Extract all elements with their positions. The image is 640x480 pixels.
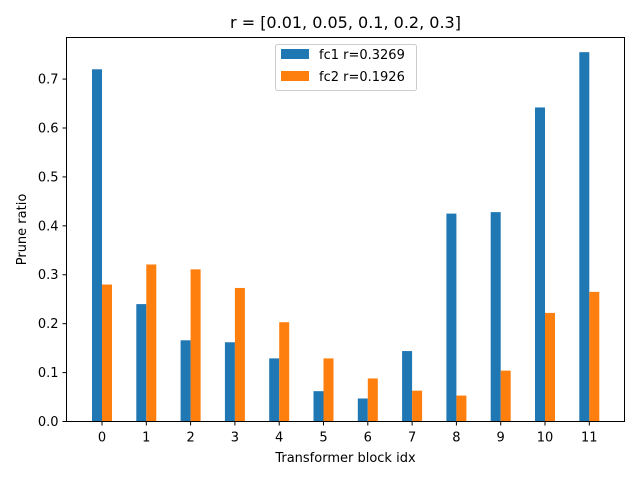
bar-fc2-5	[323, 358, 334, 422]
y-tick-label-0.1: 0.1	[38, 366, 59, 381]
bar-fc1-6	[357, 398, 368, 422]
x-tick-label-6: 6	[364, 431, 372, 446]
bar-fc1-5	[313, 391, 324, 422]
bar-fc1-10	[535, 107, 545, 422]
legend-swatch-fc2	[281, 71, 309, 81]
bar-fc1-4	[269, 358, 280, 422]
chart-title: r = [0.01, 0.05, 0.1, 0.2, 0.3]	[230, 13, 461, 32]
x-tick-label-7: 7	[408, 431, 416, 446]
bar-fc2-11	[589, 291, 600, 422]
legend: fc1 r=0.3269 fc2 r=0.1926	[275, 44, 417, 91]
bar-fc2-1	[146, 264, 157, 422]
legend-swatch-fc1	[281, 49, 309, 59]
bar-fc1-7	[402, 351, 413, 422]
y-tick-label-0.7: 0.7	[38, 73, 59, 88]
bar-fc1-9	[490, 212, 501, 422]
x-tick-label-9: 9	[497, 431, 505, 446]
y-tick-label-0.3: 0.3	[38, 268, 59, 283]
x-tick-label-10: 10	[537, 431, 554, 446]
x-tick-label-2: 2	[186, 431, 194, 446]
axes-frame	[66, 37, 625, 422]
bar-fc2-3	[234, 287, 245, 422]
x-tick-label-5: 5	[319, 431, 327, 446]
bar-fc2-9	[500, 370, 511, 422]
legend-frame	[275, 44, 417, 91]
y-tick-label-0.2: 0.2	[38, 317, 59, 332]
bar-fc1-3	[224, 342, 235, 422]
legend-label-fc1: fc1 r=0.3269	[319, 48, 405, 63]
x-tick-label-11: 11	[581, 431, 598, 446]
bar-fc1-8	[446, 213, 457, 422]
legend-label-fc2: fc2 r=0.1926	[319, 70, 405, 85]
bar-fc1-11	[579, 52, 590, 422]
x-tick-label-0: 0	[98, 431, 106, 446]
bar-fc2-8	[456, 395, 467, 422]
x-ticks: 0 1 2 3 4 5 6 7 8 9 10 11	[98, 421, 598, 446]
x-tick-label-1: 1	[142, 431, 150, 446]
bars-group	[92, 52, 600, 422]
y-tick-label-0.6: 0.6	[38, 121, 59, 136]
x-tick-label-3: 3	[231, 431, 239, 446]
bar-fc2-0	[102, 284, 112, 422]
y-axis-label: Prune ratio	[15, 194, 30, 266]
bar-fc1-0	[92, 69, 102, 422]
bar-fc1-1	[136, 304, 147, 422]
y-tick-label-0.0: 0.0	[38, 415, 59, 430]
bar-fc2-7	[412, 390, 423, 422]
y-ticks: 0.0 0.1 0.2 0.3 0.4 0.5 0.6 0.7	[38, 73, 67, 430]
bar-fc2-6	[367, 378, 378, 422]
bar-fc2-10	[545, 312, 555, 422]
x-tick-label-4: 4	[275, 431, 283, 446]
bar-fc1-2	[180, 340, 191, 422]
bar-fc2-2	[190, 269, 201, 422]
y-tick-label-0.4: 0.4	[38, 219, 59, 234]
x-tick-label-8: 8	[452, 431, 460, 446]
plot-area: 0 1 2 3 4 5 6 7 8 9 10 11 0.0 0.1 0.2 0.3 0.4 0.5 0.6 0.7	[38, 37, 625, 446]
y-tick-label-0.5: 0.5	[38, 170, 59, 185]
x-axis-label: Transformer block idx	[274, 451, 416, 466]
bar-fc2-4	[279, 322, 290, 422]
